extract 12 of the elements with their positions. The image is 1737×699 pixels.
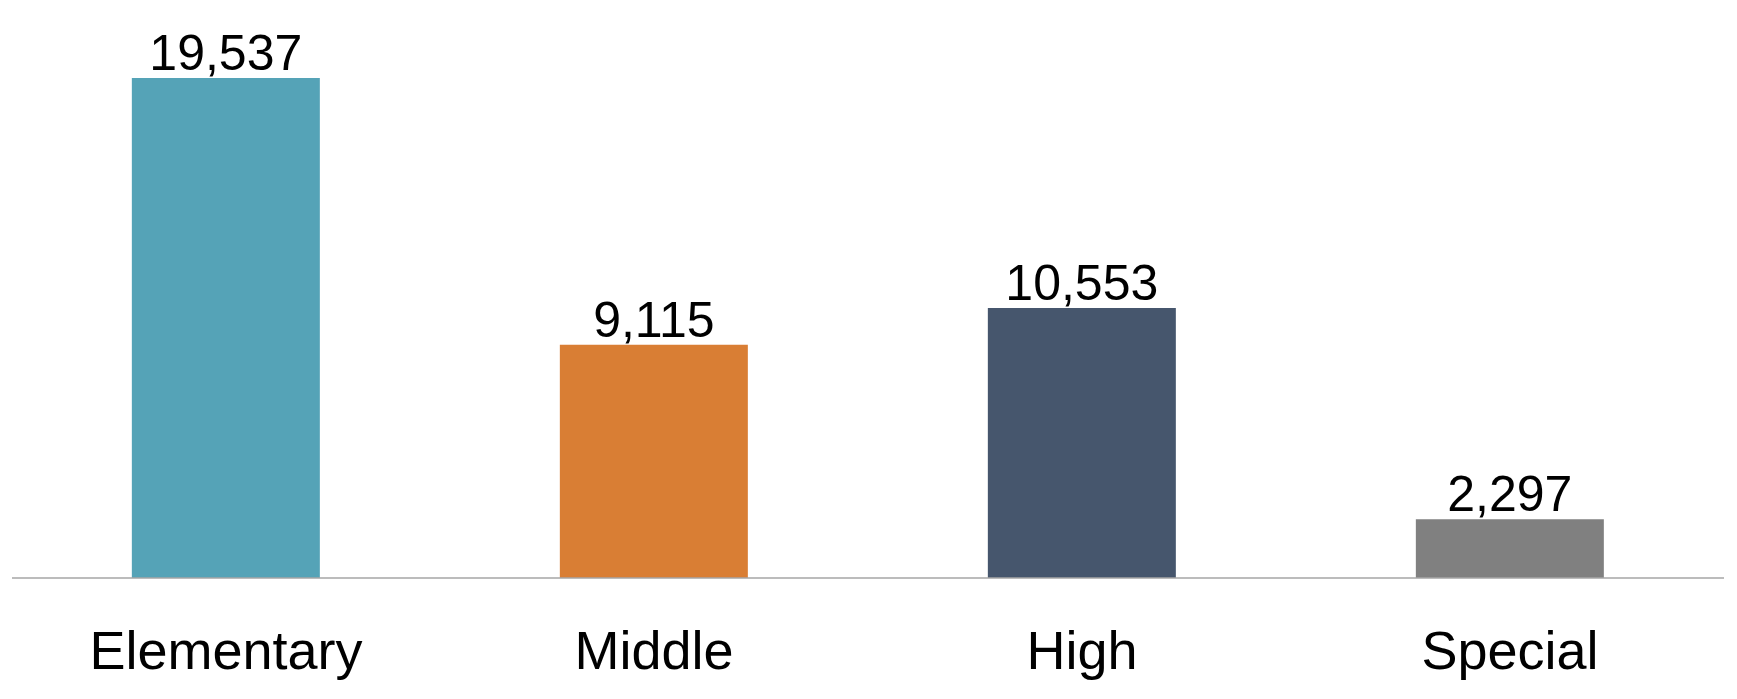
bar: [131, 78, 320, 578]
data-label: 10,553: [1005, 254, 1159, 311]
data-label: 9,115: [593, 291, 715, 348]
bar: [987, 307, 1176, 578]
bar: [1415, 519, 1604, 578]
x-tick-label: Special: [1421, 620, 1599, 681]
data-label: 2,297: [1447, 466, 1573, 523]
x-tick-label: Middle: [574, 620, 734, 681]
data-label: 19,537: [149, 25, 303, 81]
x-tick-label: High: [1026, 620, 1138, 681]
x-tick-label: Elementary: [89, 620, 363, 681]
bar: [559, 344, 748, 578]
